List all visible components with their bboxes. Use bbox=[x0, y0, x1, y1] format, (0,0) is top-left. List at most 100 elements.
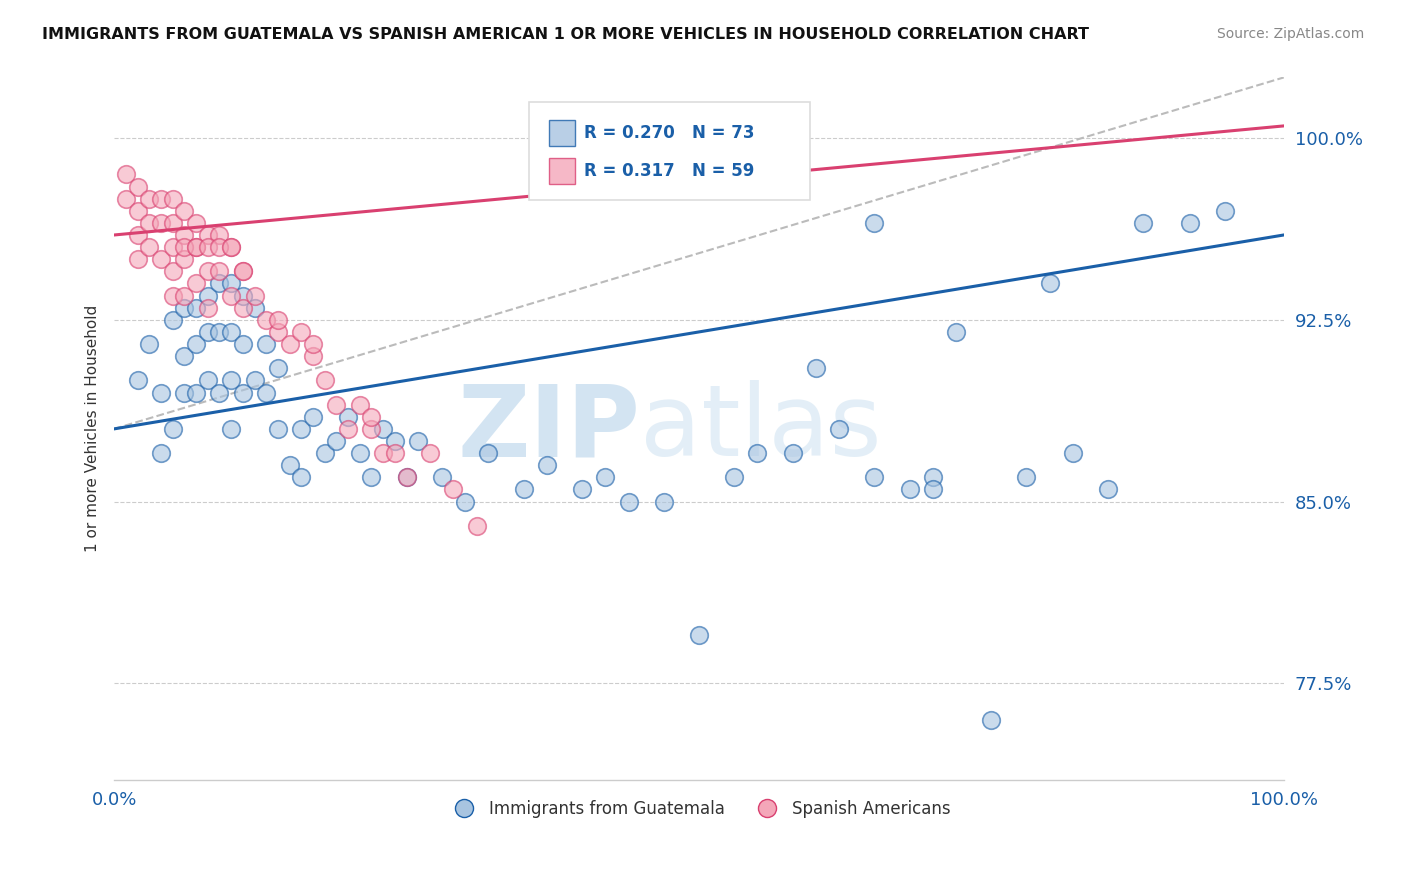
Point bbox=[127, 373, 149, 387]
Point bbox=[197, 373, 219, 387]
Point bbox=[325, 398, 347, 412]
Point bbox=[219, 373, 242, 387]
Point bbox=[162, 264, 184, 278]
Point bbox=[454, 494, 477, 508]
Point bbox=[922, 470, 945, 484]
Point bbox=[395, 470, 418, 484]
Point bbox=[945, 325, 967, 339]
Point bbox=[980, 713, 1002, 727]
Point bbox=[302, 337, 325, 351]
Text: R = 0.317   N = 59: R = 0.317 N = 59 bbox=[585, 162, 755, 180]
Point bbox=[782, 446, 804, 460]
Point bbox=[127, 227, 149, 242]
Point bbox=[441, 483, 464, 497]
Point bbox=[302, 409, 325, 424]
Point bbox=[254, 337, 277, 351]
Point bbox=[267, 422, 290, 436]
Point bbox=[617, 494, 640, 508]
Point bbox=[1097, 483, 1119, 497]
Point bbox=[208, 264, 231, 278]
Point bbox=[337, 422, 360, 436]
Point bbox=[290, 325, 312, 339]
Point bbox=[804, 361, 827, 376]
Point bbox=[173, 252, 195, 267]
Point bbox=[254, 313, 277, 327]
Point bbox=[465, 518, 488, 533]
Point bbox=[219, 422, 242, 436]
Point bbox=[688, 628, 710, 642]
Point bbox=[1015, 470, 1038, 484]
Point bbox=[314, 373, 336, 387]
Point bbox=[922, 483, 945, 497]
Point bbox=[723, 470, 745, 484]
Point bbox=[138, 192, 160, 206]
Point bbox=[395, 470, 418, 484]
Point bbox=[1180, 216, 1202, 230]
Point bbox=[162, 192, 184, 206]
Point bbox=[173, 227, 195, 242]
Text: R = 0.270   N = 73: R = 0.270 N = 73 bbox=[585, 124, 755, 142]
Point bbox=[208, 227, 231, 242]
Point bbox=[173, 203, 195, 218]
Point bbox=[197, 264, 219, 278]
Point bbox=[349, 446, 371, 460]
Text: Source: ZipAtlas.com: Source: ZipAtlas.com bbox=[1216, 27, 1364, 41]
Point bbox=[197, 301, 219, 315]
Point bbox=[184, 240, 207, 254]
Point bbox=[208, 385, 231, 400]
Point bbox=[360, 470, 382, 484]
Point bbox=[197, 227, 219, 242]
Point bbox=[162, 422, 184, 436]
Point bbox=[254, 385, 277, 400]
Point bbox=[349, 398, 371, 412]
Text: ZIP: ZIP bbox=[457, 380, 641, 477]
Point bbox=[290, 470, 312, 484]
Point bbox=[184, 337, 207, 351]
Point bbox=[477, 446, 499, 460]
Point bbox=[747, 446, 769, 460]
Point bbox=[1039, 277, 1062, 291]
Point bbox=[267, 325, 290, 339]
Point bbox=[314, 446, 336, 460]
Point bbox=[232, 385, 254, 400]
Point bbox=[278, 337, 301, 351]
Point bbox=[243, 288, 266, 302]
Point bbox=[325, 434, 347, 448]
Y-axis label: 1 or more Vehicles in Household: 1 or more Vehicles in Household bbox=[86, 305, 100, 552]
Point bbox=[184, 385, 207, 400]
Point bbox=[208, 325, 231, 339]
Point bbox=[1062, 446, 1084, 460]
Point bbox=[219, 288, 242, 302]
Point bbox=[149, 192, 172, 206]
Point bbox=[898, 483, 921, 497]
Point bbox=[184, 216, 207, 230]
Point bbox=[197, 240, 219, 254]
Point bbox=[138, 337, 160, 351]
Point bbox=[127, 179, 149, 194]
Bar bbox=[550, 120, 575, 146]
Point bbox=[184, 240, 207, 254]
Point bbox=[595, 470, 617, 484]
Point bbox=[173, 349, 195, 363]
Point bbox=[162, 313, 184, 327]
Point bbox=[208, 240, 231, 254]
Point bbox=[267, 361, 290, 376]
Point bbox=[406, 434, 429, 448]
Point bbox=[571, 483, 593, 497]
Point bbox=[384, 434, 406, 448]
Point bbox=[162, 216, 184, 230]
Point bbox=[219, 277, 242, 291]
Point bbox=[197, 288, 219, 302]
Point bbox=[337, 409, 360, 424]
Point bbox=[652, 494, 675, 508]
Point bbox=[149, 252, 172, 267]
Point bbox=[162, 288, 184, 302]
Point bbox=[197, 325, 219, 339]
Bar bbox=[550, 158, 575, 185]
Point bbox=[173, 385, 195, 400]
Point bbox=[360, 422, 382, 436]
Point bbox=[243, 301, 266, 315]
Point bbox=[127, 203, 149, 218]
Point bbox=[115, 192, 138, 206]
Point bbox=[173, 240, 195, 254]
